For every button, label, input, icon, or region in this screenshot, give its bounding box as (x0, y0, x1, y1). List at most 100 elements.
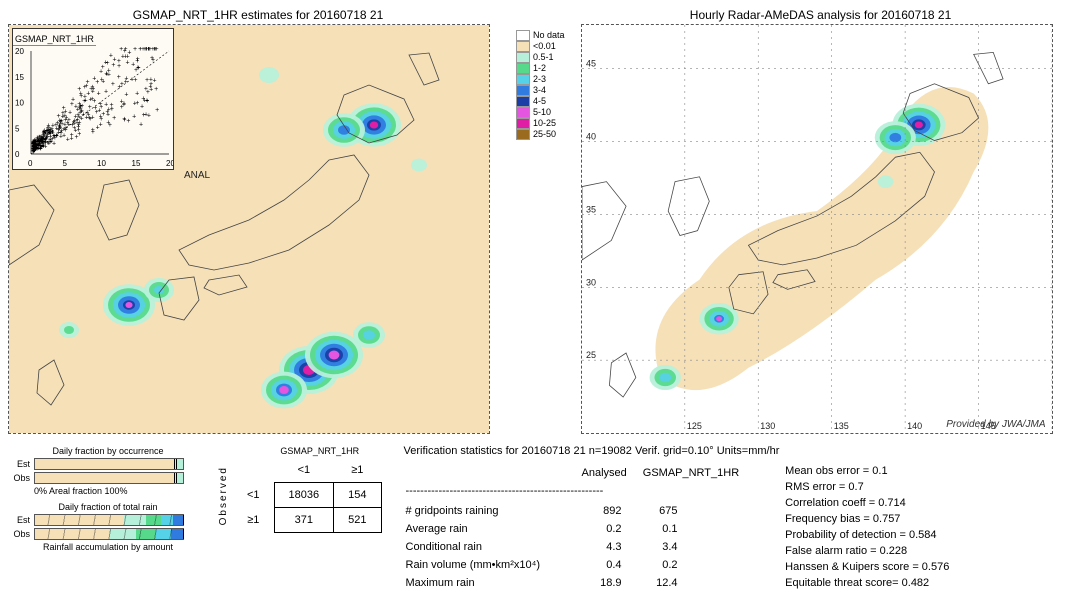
occ-title: Daily fraction by occurrence (8, 446, 208, 456)
svg-text:+: + (104, 89, 108, 96)
svg-text:+: + (104, 71, 108, 78)
svg-text:+: + (104, 102, 108, 109)
svg-text:+: + (78, 110, 82, 117)
metric-line: Correlation coeff = 0.714 (785, 496, 949, 512)
svg-text:+: + (120, 81, 124, 88)
legend-label: 2-3 (533, 75, 546, 84)
verif-analysed: 18.9 (582, 576, 636, 592)
legend-swatch (516, 52, 530, 63)
svg-text:+: + (133, 100, 137, 107)
svg-text:+: + (111, 62, 115, 69)
legend-label: 0.5-1 (533, 53, 554, 62)
svg-text:+: + (88, 97, 92, 104)
contingency-table: <1 ≥1 <1 18036 154 ≥1 371 521 (233, 458, 382, 533)
legend-row: 2-3 (516, 74, 565, 85)
bar-label: Obs (8, 473, 30, 483)
svg-text:+: + (110, 106, 114, 113)
fraction-bars: Daily fraction by occurrence Est Obs 0% … (8, 444, 208, 554)
verif-row: Average rain 0.2 0.1 (406, 522, 692, 538)
ct-01: 154 (334, 483, 381, 508)
svg-text:+: + (77, 120, 81, 127)
legend-label: 4-5 (533, 97, 546, 106)
legend-label: 5-10 (533, 108, 551, 117)
svg-text:+: + (109, 52, 113, 59)
verif-stats: Verification statistics for 20160718 21 … (404, 444, 1073, 594)
gsmap-panel: GSMAP_NRT_1HR estimates for 20160718 21 … (8, 8, 508, 434)
verif-gsmap: 3.4 (638, 540, 692, 556)
svg-text:+: + (123, 54, 127, 61)
fraction-bar: Obs (8, 528, 208, 540)
verif-analysed: 892 (582, 504, 636, 520)
svg-text:+: + (117, 74, 121, 81)
legend-row: No data (516, 30, 565, 41)
svg-text:+: + (64, 115, 68, 122)
svg-text:+: + (135, 91, 139, 98)
ct-row-ge: ≥1 (233, 508, 274, 533)
verif-table: Analysed GSMAP_NRT_1HR -----------------… (404, 464, 756, 502)
svg-text:10: 10 (15, 99, 24, 108)
inset-title: GSMAP_NRT_1HR (13, 33, 96, 46)
svg-text:+: + (133, 47, 137, 53)
svg-text:+: + (54, 132, 58, 139)
svg-text:+: + (111, 81, 115, 88)
legend-swatch (516, 74, 530, 85)
verif-gsmap: 12.4 (638, 576, 692, 592)
svg-text:+: + (35, 145, 39, 152)
verif-analysed: 0.2 (582, 522, 636, 538)
legend-swatch (516, 107, 530, 118)
svg-text:+: + (106, 120, 110, 127)
legend-row: 4-5 (516, 96, 565, 107)
fraction-bar: Est (8, 458, 208, 470)
ct-10: 371 (274, 508, 334, 533)
svg-text:+: + (77, 131, 81, 138)
svg-text:0: 0 (15, 150, 20, 159)
fraction-bar: Est (8, 514, 208, 526)
verif-label: Average rain (406, 522, 580, 538)
svg-text:+: + (132, 114, 136, 121)
svg-text:+: + (149, 77, 153, 84)
svg-text:+: + (126, 118, 130, 125)
ct-side: Observed (218, 466, 229, 525)
bar-label: Est (8, 459, 30, 469)
svg-text:+: + (146, 47, 150, 53)
verif-gsmap: 0.1 (638, 522, 692, 538)
contingency-block: GSMAP_NRT_1HR Observed <1 ≥1 <1 18036 15… (218, 444, 382, 533)
legend-row: 5-10 (516, 107, 565, 118)
statistics-row: Daily fraction by occurrence Est Obs 0% … (8, 444, 1072, 594)
svg-text:40: 40 (586, 132, 596, 142)
bar-label: Obs (8, 529, 30, 539)
svg-text:+: + (86, 112, 90, 119)
maps-row: GSMAP_NRT_1HR estimates for 20160718 21 … (8, 8, 1072, 434)
vh-gsmap: GSMAP_NRT_1HR (643, 466, 753, 482)
svg-text:+: + (99, 101, 103, 108)
metric-line: RMS error = 0.7 (785, 480, 949, 496)
ct-row-lt: <1 (233, 483, 274, 508)
svg-text:+: + (58, 124, 62, 131)
svg-text:+: + (134, 67, 138, 74)
verif-row: Rain volume (mm•km²x10⁴) 0.4 0.2 (406, 558, 692, 574)
svg-text:+: + (41, 131, 45, 138)
metric-line: False alarm ratio = 0.228 (785, 544, 949, 560)
ct-00: 18036 (274, 483, 334, 508)
right-title: Hourly Radar-AMeDAS analysis for 2016071… (581, 8, 1061, 22)
svg-text:+: + (154, 86, 158, 93)
occ-axis: 0% Areal fraction 100% (34, 486, 208, 496)
svg-text:25: 25 (586, 350, 596, 360)
provided-by: Provided by JWA/JMA (946, 419, 1045, 430)
svg-text:+: + (100, 76, 104, 83)
svg-text:+: + (150, 55, 154, 62)
ct-col-lt: <1 (274, 458, 334, 483)
svg-text:45: 45 (586, 59, 596, 69)
svg-text:135: 135 (833, 421, 848, 431)
svg-text:+: + (89, 86, 93, 93)
legend-row: 10-25 (516, 118, 565, 129)
verif-label: Maximum rain (406, 576, 580, 592)
metric-line: Hanssen & Kuipers score = 0.576 (785, 560, 949, 576)
svg-text:+: + (99, 69, 103, 76)
svg-text:+: + (152, 47, 156, 53)
legend-row: 25-50 (516, 129, 565, 140)
ct-col-ge: ≥1 (334, 458, 381, 483)
ct-11: 521 (334, 508, 381, 533)
svg-text:35: 35 (586, 204, 596, 214)
verif-gsmap: 675 (638, 504, 692, 520)
